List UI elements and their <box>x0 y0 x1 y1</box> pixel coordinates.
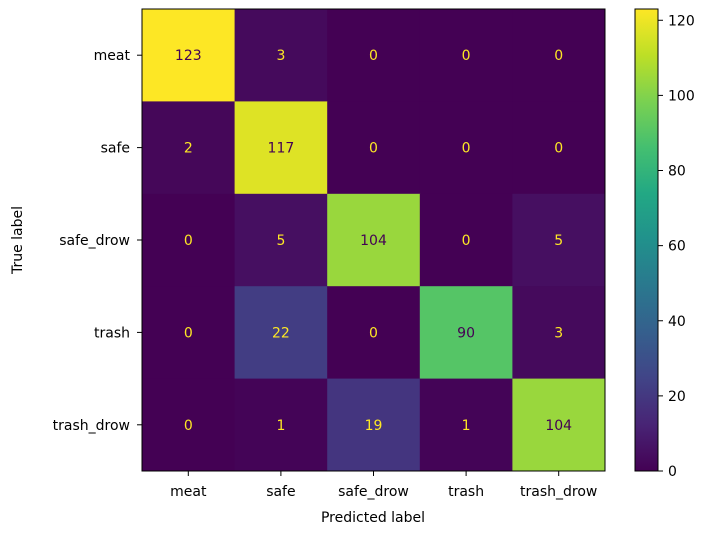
heatmap-cell <box>327 101 421 195</box>
heatmap-cell <box>419 193 513 287</box>
heatmap-cell <box>327 9 421 102</box>
cell-value-label: 3 <box>276 48 285 64</box>
heatmap-cell <box>512 193 606 287</box>
heatmap-cell <box>512 378 606 472</box>
y-tick-label: trash_drow <box>53 418 130 434</box>
cell-value-label: 104 <box>545 418 572 434</box>
y-tick-label: safe_drow <box>59 233 130 249</box>
cell-value-label: 0 <box>554 48 563 64</box>
cell-value-label: 123 <box>175 48 202 64</box>
heatmap-cell <box>327 286 421 380</box>
cell-value-label: 0 <box>369 48 378 64</box>
cell-value-label: 0 <box>184 418 193 434</box>
heatmap-cell <box>142 9 236 102</box>
cell-value-label: 0 <box>184 325 193 341</box>
heatmap-cell <box>419 378 513 472</box>
colorbar-tick-label: 80 <box>668 164 686 180</box>
heatmap-cell <box>327 378 421 472</box>
colorbar-tick-label: 20 <box>668 389 686 405</box>
y-tick-label: safe <box>101 141 130 157</box>
heatmap-cell <box>419 286 513 380</box>
x-tick-label: meat <box>170 484 207 500</box>
heatmap-cell <box>512 9 606 102</box>
cell-value-label: 1 <box>462 418 471 434</box>
cell-value-label: 0 <box>462 141 471 157</box>
cell-value-label: 0 <box>184 233 193 249</box>
cell-value-label: 22 <box>272 325 290 341</box>
heatmap-cell <box>142 378 236 472</box>
x-axis-ticks: meat safe safe_drow trash trash_drow <box>170 471 597 500</box>
cell-value-label: 5 <box>276 233 285 249</box>
heatmap-cell <box>142 286 236 380</box>
cell-value-label: 0 <box>462 48 471 64</box>
cell-value-label: 117 <box>268 141 295 157</box>
x-tick-label: trash <box>448 484 484 500</box>
colorbar-tick-label: 60 <box>668 239 686 255</box>
heatmap-cell <box>234 378 328 472</box>
cell-value-label: 0 <box>462 233 471 249</box>
cell-value-label: 2 <box>184 141 193 157</box>
cell-value-label: 19 <box>365 418 383 434</box>
heatmap-cell <box>142 101 236 195</box>
colorbar-tick-label: 120 <box>668 13 695 29</box>
x-tick-label: trash_drow <box>520 484 597 500</box>
heatmap-cells <box>142 9 606 472</box>
heatmap-cell <box>512 101 606 195</box>
colorbar <box>634 8 659 472</box>
heatmap-cell <box>234 286 328 380</box>
y-tick-label: trash <box>94 325 130 341</box>
cell-value-labels: 123 3 0 0 0 2 117 0 0 0 0 5 104 0 5 0 22 0 90 3 0 1 19 1 104 <box>175 48 572 434</box>
heatmap-cell <box>419 101 513 195</box>
heatmap-cell <box>142 193 236 287</box>
y-axis-label: True label <box>10 206 26 275</box>
cell-value-label: 0 <box>554 141 563 157</box>
heatmap-cell <box>327 193 421 287</box>
colorbar-tick-label: 0 <box>668 464 677 480</box>
heatmap-cell <box>419 9 513 102</box>
x-tick-label: safe <box>266 484 295 500</box>
colorbar-tick-label: 40 <box>668 314 686 330</box>
x-axis-label: Predicted label <box>321 510 425 526</box>
y-tick-label: meat <box>94 48 131 64</box>
cell-value-label: 0 <box>369 141 378 157</box>
colorbar-ticks: 0 20 40 60 80 100 120 <box>658 13 695 480</box>
cell-value-label: 90 <box>457 325 475 341</box>
heatmap-cell <box>234 193 328 287</box>
heatmap-cell <box>234 101 328 195</box>
cell-value-label: 104 <box>360 233 387 249</box>
cell-value-label: 1 <box>276 418 285 434</box>
cell-value-label: 5 <box>554 233 563 249</box>
cell-value-label: 3 <box>554 325 563 341</box>
heatmap-cell <box>234 9 328 102</box>
cell-value-label: 0 <box>369 325 378 341</box>
colorbar-tick-label: 100 <box>668 88 695 104</box>
heatmap-cell <box>512 286 606 380</box>
x-tick-label: safe_drow <box>338 484 409 500</box>
